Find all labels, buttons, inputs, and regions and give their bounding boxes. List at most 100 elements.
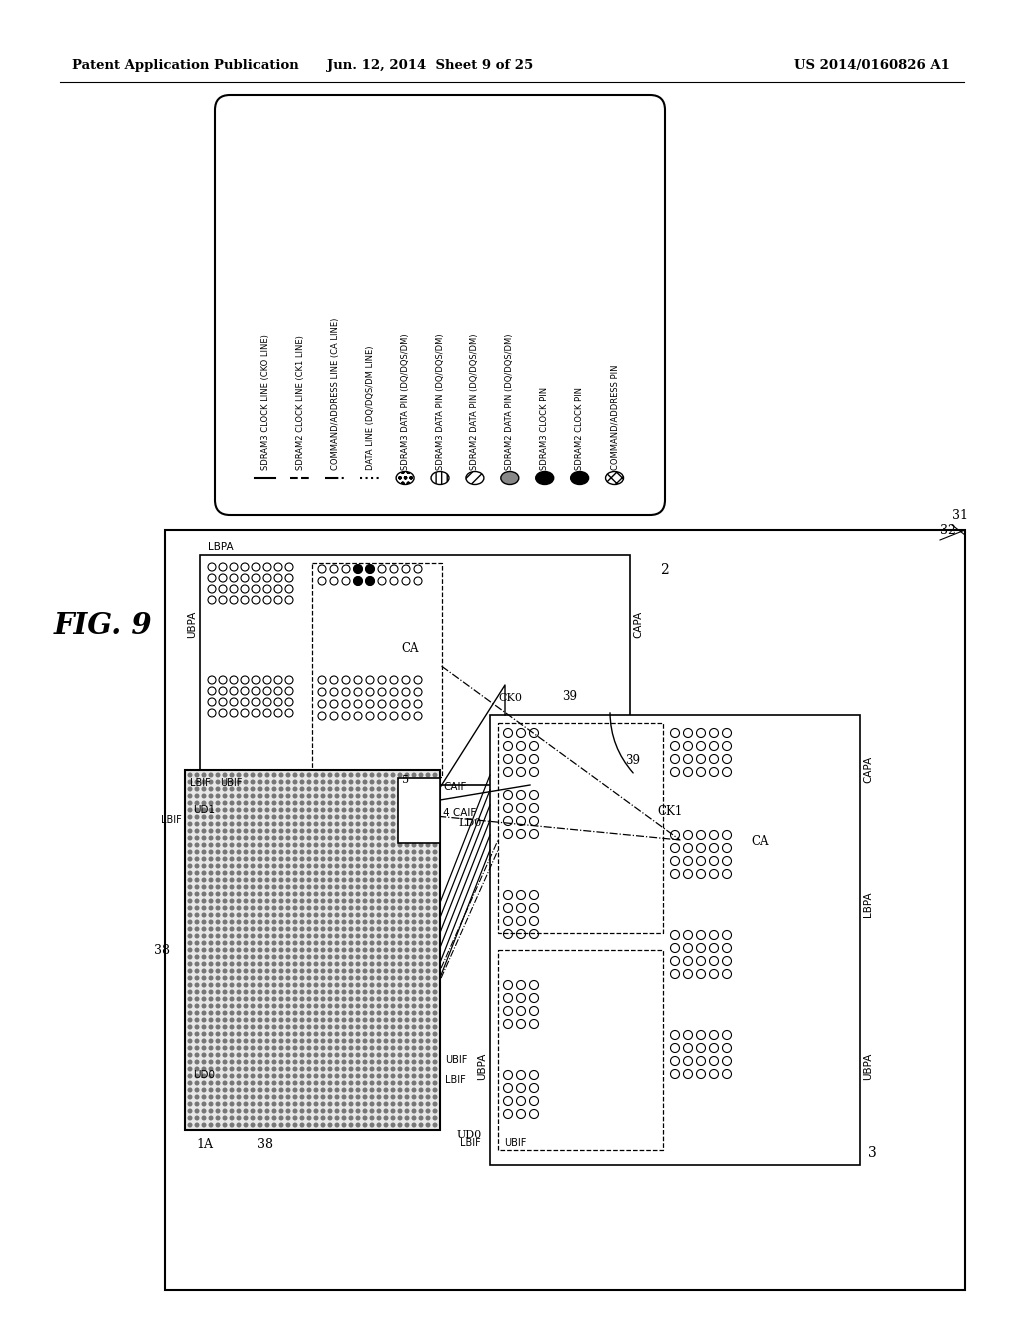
Circle shape	[426, 1102, 430, 1106]
Circle shape	[280, 977, 283, 979]
Circle shape	[286, 899, 290, 903]
Circle shape	[504, 791, 512, 800]
Circle shape	[377, 935, 381, 937]
Circle shape	[251, 1047, 255, 1049]
Circle shape	[384, 829, 388, 833]
Circle shape	[349, 836, 353, 840]
Circle shape	[196, 892, 199, 896]
Circle shape	[272, 969, 275, 973]
Circle shape	[364, 990, 367, 994]
Circle shape	[216, 948, 220, 952]
Text: COMMAND/ADDRESS PIN: COMMAND/ADDRESS PIN	[610, 364, 620, 470]
Circle shape	[413, 1123, 416, 1127]
Circle shape	[384, 850, 388, 854]
Circle shape	[216, 1047, 220, 1049]
Circle shape	[272, 843, 275, 847]
Circle shape	[349, 997, 353, 1001]
Circle shape	[216, 920, 220, 924]
Circle shape	[335, 774, 339, 776]
Circle shape	[322, 1011, 325, 1015]
Circle shape	[188, 977, 191, 979]
Circle shape	[280, 899, 283, 903]
Circle shape	[263, 585, 271, 593]
Circle shape	[398, 907, 401, 909]
Circle shape	[238, 983, 241, 987]
Circle shape	[314, 1088, 317, 1092]
Circle shape	[258, 935, 262, 937]
Text: UD0: UD0	[457, 1130, 482, 1140]
Circle shape	[196, 822, 199, 826]
Circle shape	[244, 787, 248, 791]
Circle shape	[238, 829, 241, 833]
Circle shape	[209, 816, 213, 818]
Circle shape	[406, 795, 409, 797]
Circle shape	[406, 977, 409, 979]
Circle shape	[258, 1096, 262, 1098]
Circle shape	[293, 969, 297, 973]
Circle shape	[342, 977, 346, 979]
Circle shape	[230, 956, 233, 958]
Circle shape	[364, 865, 367, 867]
Circle shape	[293, 1088, 297, 1092]
Circle shape	[209, 1117, 213, 1119]
Circle shape	[335, 962, 339, 966]
Circle shape	[364, 907, 367, 909]
Circle shape	[398, 1060, 401, 1064]
Circle shape	[223, 1047, 226, 1049]
Circle shape	[384, 1117, 388, 1119]
Circle shape	[384, 816, 388, 818]
Circle shape	[349, 1081, 353, 1085]
Circle shape	[414, 565, 422, 573]
Circle shape	[209, 1018, 213, 1022]
Circle shape	[349, 857, 353, 861]
Circle shape	[286, 962, 290, 966]
Circle shape	[342, 857, 346, 861]
Circle shape	[671, 969, 680, 978]
Circle shape	[244, 935, 248, 937]
Circle shape	[280, 843, 283, 847]
Circle shape	[202, 780, 206, 784]
Circle shape	[286, 948, 290, 952]
Circle shape	[349, 1047, 353, 1049]
Circle shape	[258, 962, 262, 966]
Circle shape	[258, 1074, 262, 1078]
Circle shape	[419, 983, 423, 987]
Circle shape	[504, 994, 512, 1002]
Circle shape	[209, 892, 213, 896]
Circle shape	[216, 843, 220, 847]
Circle shape	[219, 698, 227, 706]
Text: FIG. 9: FIG. 9	[53, 610, 153, 639]
Circle shape	[364, 913, 367, 917]
Circle shape	[202, 948, 206, 952]
Circle shape	[413, 892, 416, 896]
Circle shape	[196, 1053, 199, 1057]
Circle shape	[529, 1071, 539, 1080]
Circle shape	[419, 878, 423, 882]
Circle shape	[329, 1067, 332, 1071]
Circle shape	[516, 1110, 525, 1118]
Circle shape	[342, 1096, 346, 1098]
Circle shape	[202, 1096, 206, 1098]
Circle shape	[356, 878, 359, 882]
Circle shape	[406, 857, 409, 861]
Circle shape	[371, 969, 374, 973]
Circle shape	[329, 857, 332, 861]
Circle shape	[230, 774, 233, 776]
Circle shape	[516, 1019, 525, 1028]
Circle shape	[384, 1074, 388, 1078]
Circle shape	[335, 969, 339, 973]
Circle shape	[342, 1074, 346, 1078]
Circle shape	[322, 1074, 325, 1078]
Circle shape	[244, 1053, 248, 1057]
Circle shape	[433, 787, 437, 791]
Circle shape	[251, 795, 255, 797]
Circle shape	[364, 1088, 367, 1092]
Circle shape	[230, 585, 238, 593]
Circle shape	[286, 780, 290, 784]
Circle shape	[322, 935, 325, 937]
Circle shape	[265, 920, 268, 924]
Circle shape	[391, 780, 395, 784]
Circle shape	[384, 1018, 388, 1022]
Circle shape	[406, 871, 409, 875]
Circle shape	[300, 1074, 304, 1078]
